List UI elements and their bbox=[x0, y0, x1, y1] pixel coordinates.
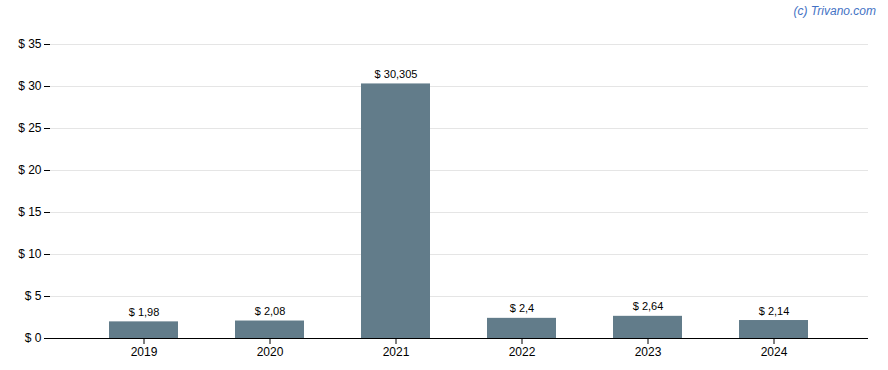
svg-text:2022: 2022 bbox=[509, 345, 536, 359]
svg-text:$ 35: $ 35 bbox=[18, 37, 42, 51]
svg-text:$ 30: $ 30 bbox=[18, 79, 42, 93]
svg-text:$ 1,98: $ 1,98 bbox=[129, 306, 160, 318]
svg-text:$ 5: $ 5 bbox=[25, 289, 42, 303]
svg-text:$ 20: $ 20 bbox=[18, 163, 42, 177]
svg-text:$ 15: $ 15 bbox=[18, 205, 42, 219]
svg-text:$ 2,64: $ 2,64 bbox=[633, 300, 664, 312]
svg-text:2024: 2024 bbox=[761, 345, 788, 359]
svg-text:$ 2,08: $ 2,08 bbox=[255, 305, 286, 317]
svg-text:2021: 2021 bbox=[383, 345, 410, 359]
svg-text:$ 10: $ 10 bbox=[18, 247, 42, 261]
svg-text:$ 25: $ 25 bbox=[18, 121, 42, 135]
svg-text:$ 2,4: $ 2,4 bbox=[510, 302, 534, 314]
svg-text:$ 0: $ 0 bbox=[25, 331, 42, 345]
svg-text:$ 2,14: $ 2,14 bbox=[759, 305, 790, 317]
svg-text:2019: 2019 bbox=[131, 345, 158, 359]
svg-text:2020: 2020 bbox=[257, 345, 284, 359]
svg-text:2023: 2023 bbox=[635, 345, 662, 359]
svg-text:$ 30,305: $ 30,305 bbox=[375, 68, 418, 80]
html-text:(c) Trivano.com: (c) Trivano.com bbox=[793, 4, 876, 18]
